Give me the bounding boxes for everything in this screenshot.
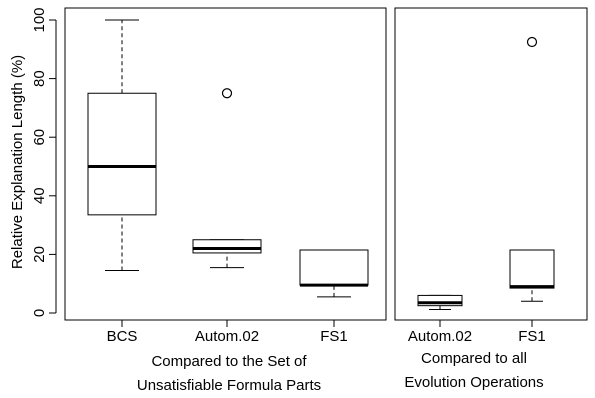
x-axis-label: Unsatisfiable Formula Parts xyxy=(137,377,321,394)
y-tick-label: 0 xyxy=(31,309,48,317)
y-tick-label: 40 xyxy=(31,187,48,204)
box xyxy=(299,249,369,286)
x-axis-label: Compared to the Set of xyxy=(151,353,307,370)
x-tick-label: FS1 xyxy=(320,328,348,345)
y-tick-label: 20 xyxy=(31,246,48,263)
y-axis-label: Relative Explanation Length (%) xyxy=(9,55,26,269)
x-axis-label: Compared to all xyxy=(421,350,527,367)
box xyxy=(509,249,555,289)
outlier-point xyxy=(221,88,233,99)
y-tick-label: 60 xyxy=(31,129,48,146)
x-tick-label: FS1 xyxy=(518,328,546,345)
box xyxy=(192,239,262,254)
panel-frame xyxy=(64,7,387,321)
x-tick-label: BCS xyxy=(107,328,138,345)
y-tick-label: 80 xyxy=(31,70,48,87)
panel-frame xyxy=(394,7,588,321)
x-tick-label: Autom.02 xyxy=(195,328,259,345)
outlier-point xyxy=(526,36,538,48)
x-tick-label: Autom.02 xyxy=(408,328,472,345)
box xyxy=(87,92,157,216)
x-axis-label: Evolution Operations xyxy=(404,374,543,391)
y-tick-label: 100 xyxy=(31,7,48,32)
box xyxy=(417,294,463,307)
